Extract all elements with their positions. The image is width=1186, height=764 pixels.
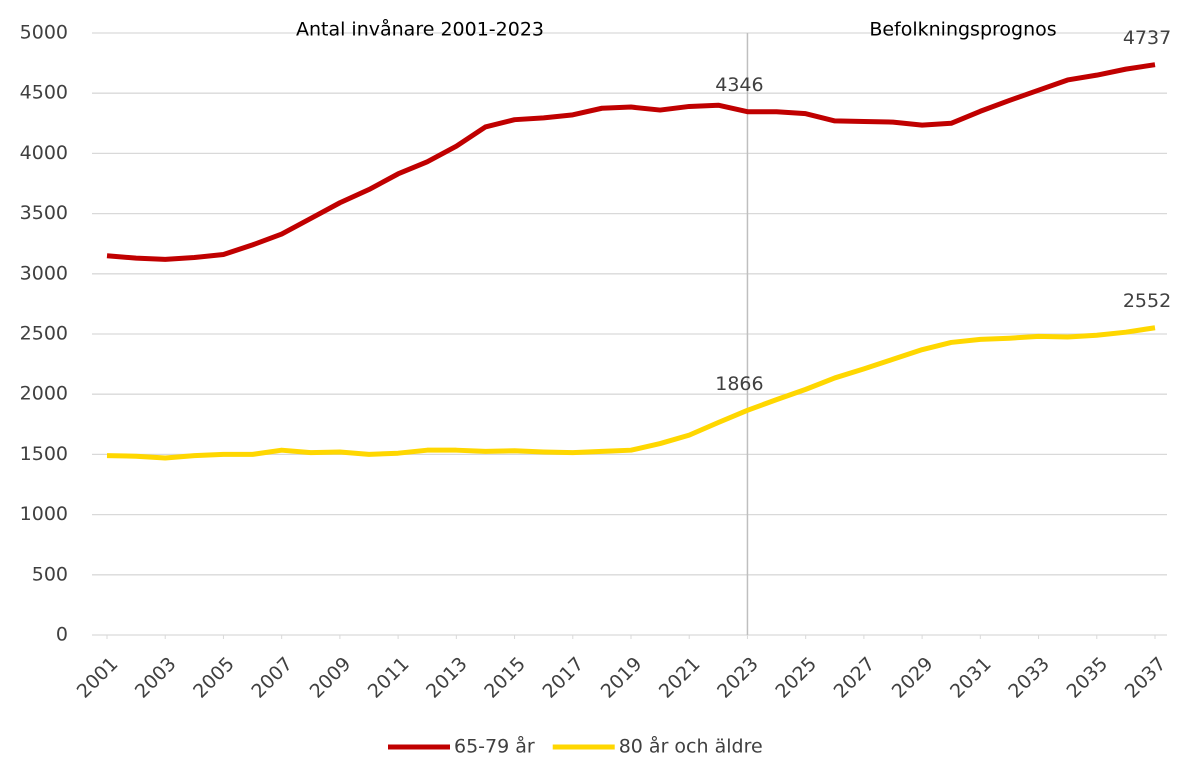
annotation: Befolkningsprognos — [869, 19, 1056, 41]
data-label: 4737 — [1123, 27, 1171, 49]
legend-label: 65-79 år — [454, 735, 535, 758]
x-tick-label: 2025 — [771, 653, 821, 703]
y-tick-label: 500 — [32, 563, 68, 585]
x-tick-label: 2003 — [131, 653, 181, 703]
legend-label: 80 år och äldre — [619, 735, 763, 758]
x-tick-label: 2019 — [597, 653, 647, 703]
y-tick-label: 1000 — [20, 503, 68, 525]
y-tick-label: 2000 — [20, 383, 68, 405]
y-tick-label: 5000 — [20, 22, 68, 44]
x-tick-label: 2015 — [480, 653, 530, 703]
x-tick-label: 2013 — [422, 653, 472, 703]
y-tick-label: 4000 — [20, 142, 68, 164]
x-tick-label: 2035 — [1062, 653, 1112, 703]
x-tick-label: 2011 — [364, 653, 414, 703]
x-tick-label: 2021 — [655, 653, 705, 703]
y-tick-label: 0 — [56, 624, 68, 646]
annotation: Antal invånare 2001-2023 — [296, 18, 544, 41]
y-tick-label: 3500 — [20, 202, 68, 224]
data-label: 4346 — [715, 74, 763, 96]
x-tick-label: 2001 — [73, 653, 123, 703]
x-tick-label: 2027 — [830, 653, 880, 703]
y-tick-label: 3000 — [20, 262, 68, 284]
x-tick-label: 2037 — [1121, 653, 1171, 703]
x-tick-label: 2023 — [713, 653, 763, 703]
x-tick-label: 2031 — [946, 653, 996, 703]
data-label: 1866 — [715, 373, 763, 395]
series-line — [106, 325, 1156, 461]
y-tick-label: 2500 — [20, 323, 68, 345]
data-label: 2552 — [1123, 290, 1171, 312]
y-tick-label: 4500 — [20, 82, 68, 104]
x-tick-label: 2033 — [1004, 653, 1054, 703]
x-tick-label: 2009 — [306, 653, 356, 703]
y-tick-label: 1500 — [20, 443, 68, 465]
x-tick-label: 2029 — [888, 653, 938, 703]
series-line — [106, 62, 1156, 262]
x-tick-label: 2017 — [538, 653, 588, 703]
x-tick-label: 2005 — [189, 653, 239, 703]
x-tick-label: 2007 — [247, 653, 297, 703]
